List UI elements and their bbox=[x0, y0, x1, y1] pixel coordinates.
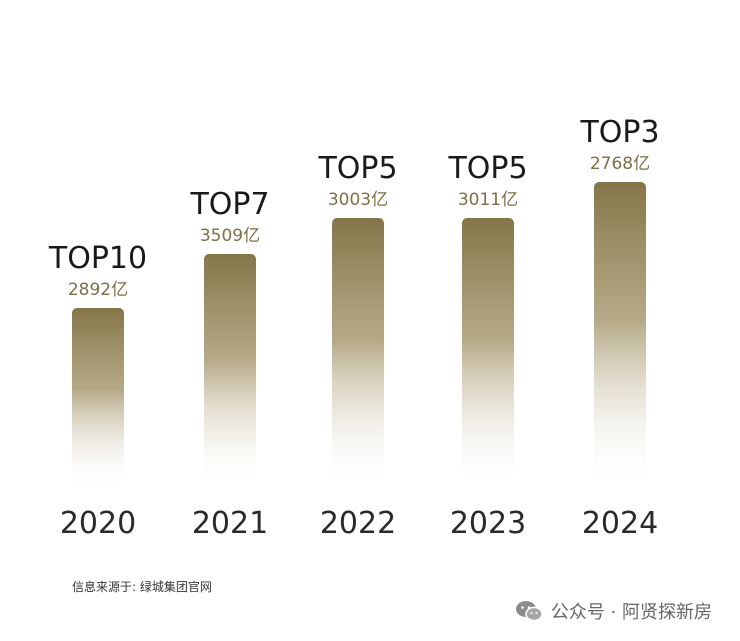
bar-2022 bbox=[332, 218, 384, 490]
bar-2024 bbox=[594, 182, 646, 490]
rank-label-2023: TOP5 bbox=[447, 151, 527, 186]
bar-2023 bbox=[462, 218, 514, 490]
bar-2020 bbox=[72, 308, 124, 490]
year-label-2023: 2023 bbox=[450, 506, 526, 541]
bar-2021 bbox=[204, 254, 256, 490]
value-label-2024: 2768亿 bbox=[590, 154, 650, 174]
year-label-2024: 2024 bbox=[582, 506, 658, 541]
year-label-2022: 2022 bbox=[320, 506, 396, 541]
value-label-2021: 3509亿 bbox=[200, 226, 260, 246]
rank-label-2020: TOP10 bbox=[48, 241, 147, 276]
rank-label-2024: TOP3 bbox=[579, 115, 659, 150]
rank-label-2022: TOP5 bbox=[317, 151, 397, 186]
value-label-2020: 2892亿 bbox=[68, 280, 128, 300]
labels-layer: 2892亿 TOP10 2020 3509亿 TOP7 2021 3003亿 TOP5 2022… bbox=[48, 115, 660, 541]
value-label-2023: 3011亿 bbox=[458, 190, 518, 210]
wechat-icon bbox=[515, 601, 543, 622]
year-label-2021: 2021 bbox=[192, 506, 268, 541]
year-label-2020: 2020 bbox=[60, 506, 136, 541]
bars-layer bbox=[72, 182, 646, 490]
watermark: 公众号 · 阿贤探新房 bbox=[515, 598, 712, 624]
source-note: 信息来源于: 绿城集团官网 bbox=[72, 580, 212, 594]
watermark-text: 公众号 · 阿贤探新房 bbox=[550, 602, 712, 623]
value-label-2022: 3003亿 bbox=[328, 190, 388, 210]
rank-label-2021: TOP7 bbox=[189, 187, 269, 222]
